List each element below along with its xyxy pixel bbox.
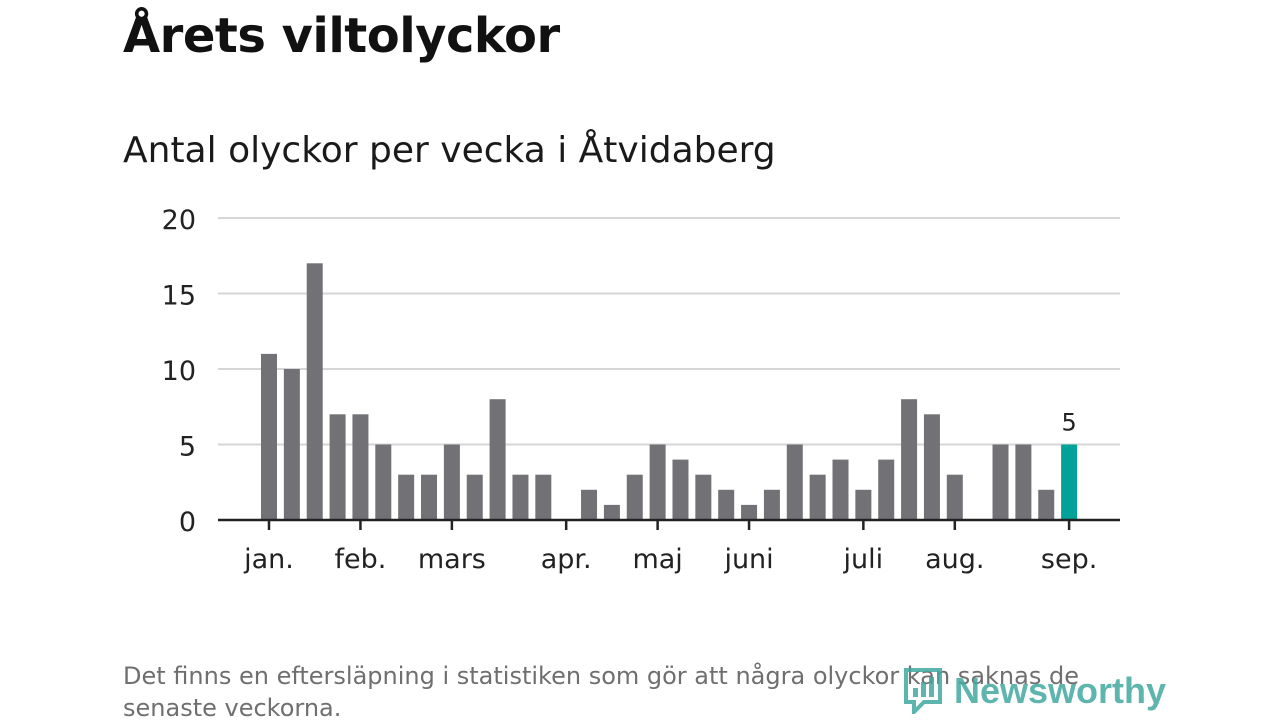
bar <box>581 489 598 520</box>
x-tick-label: juni <box>723 544 773 575</box>
bars <box>261 263 1078 520</box>
x-tick-label: mars <box>418 544 486 575</box>
bar <box>855 489 872 520</box>
x-tick-label: jan. <box>243 544 294 575</box>
bar-chart: 0 5 10 15 20 jan. feb. mars apr. maj juni juli aug. s… <box>162 205 1120 575</box>
x-tick-label: juli <box>843 544 884 575</box>
x-tick-label: sep. <box>1041 544 1097 575</box>
bar <box>535 474 552 520</box>
data-label: 5 <box>1061 409 1076 437</box>
bar <box>649 444 666 520</box>
footnote: Det finns en eftersläpning i statistiken… <box>123 662 1079 722</box>
labels: 0 5 10 15 20 jan. feb. mars apr. maj juni juli aug. s… <box>162 205 1098 575</box>
bar <box>786 444 803 520</box>
bar <box>718 489 735 520</box>
bar <box>283 369 300 520</box>
gridlines <box>218 217 1120 446</box>
bar <box>1015 444 1032 520</box>
bar <box>398 474 415 520</box>
newsworthy-logo-text: Newsworthy <box>954 670 1167 711</box>
x-tick-label: maj <box>632 544 682 575</box>
bar <box>375 444 392 520</box>
bar <box>809 474 826 520</box>
bar <box>329 414 346 520</box>
x-axis <box>218 518 1120 530</box>
bar <box>466 474 483 520</box>
x-tick-label: feb. <box>335 544 387 575</box>
y-tick-label: 5 <box>179 432 196 463</box>
y-tick-label: 20 <box>162 205 196 236</box>
x-tick-label: aug. <box>925 544 984 575</box>
chart-title: Årets viltolyckor <box>123 8 560 64</box>
y-tick-label: 0 <box>179 507 196 538</box>
bar <box>923 414 940 520</box>
newsworthy-logo: Newsworthy <box>902 668 1166 714</box>
bar <box>512 474 529 520</box>
bar <box>1061 444 1078 520</box>
newsworthy-logo-icon <box>904 668 942 714</box>
bar <box>763 489 780 520</box>
y-tick-label: 15 <box>162 281 196 312</box>
bar <box>878 459 895 520</box>
bar <box>421 474 438 520</box>
bar <box>443 444 460 520</box>
bar <box>672 459 689 520</box>
bar <box>603 504 620 520</box>
chart-subtitle: Antal olyckor per vecka i Åtvidaberg <box>123 130 776 171</box>
x-tick-label: apr. <box>541 544 592 575</box>
bar <box>832 459 849 520</box>
bar <box>306 263 323 520</box>
bar <box>261 353 277 520</box>
bar <box>992 444 1009 520</box>
y-tick-label: 10 <box>162 356 196 387</box>
bar <box>946 474 963 520</box>
bar <box>626 474 643 520</box>
bar <box>901 399 918 520</box>
bar <box>695 474 712 520</box>
bar <box>489 399 506 520</box>
bar <box>352 414 369 520</box>
bar <box>741 504 758 520</box>
bar <box>1038 489 1055 520</box>
